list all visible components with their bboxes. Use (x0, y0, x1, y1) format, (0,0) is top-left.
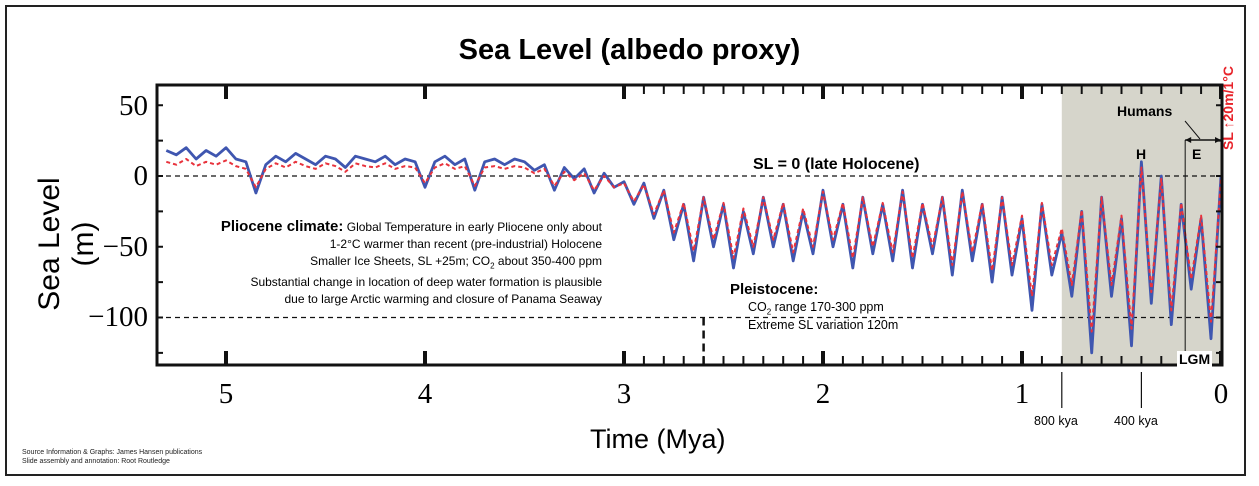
pliocene-annotation: Pliocene climate: Global Temperature in … (185, 218, 602, 308)
blue-series-line (165, 146, 1223, 355)
pliocene-line: 2 (490, 261, 495, 271)
pleistocene-heading: Pleistocene: (730, 281, 819, 298)
humans-pointer (1184, 120, 1201, 140)
pleistocene-co2: CO2 range 170-300 ppm (748, 300, 884, 317)
pliocene-line: Global Temperature in early Pliocene onl… (346, 220, 602, 234)
lgm-label: LGM (1177, 351, 1213, 367)
co2-sub: 2 (766, 307, 772, 317)
co2-text: CO (748, 300, 767, 314)
pliocene-line: 1-2°C warmer than recent (pre-industrial… (329, 237, 602, 251)
chart-title: Sea Level (albedo proxy) (458, 34, 801, 66)
sl-ratio-label: SL ↑20m/1°C (1220, 66, 1236, 150)
x-tick-label: 2 (815, 378, 831, 410)
source-credits: Source Information & Graphs: James Hanse… (22, 448, 202, 466)
kya-800-label: 800 kya (1034, 414, 1078, 428)
pliocene-line: about 350-400 ppm (494, 254, 602, 268)
y-tick-label: 0 (133, 160, 149, 192)
pliocene-heading: Pliocene climate: (220, 218, 344, 235)
y-tick-label: 50 (119, 90, 148, 122)
y-tick-label: −50 (102, 231, 148, 263)
pliocene-line: due to large Arctic warming and closure … (284, 292, 602, 307)
plot-frame (155, 83, 1224, 367)
pliocene-line: Smaller Ice Sheets, SL +25m; CO (310, 254, 491, 268)
sl-zero-label: SL = 0 (late Holocene) (753, 156, 920, 173)
shaded-region (1061, 85, 1221, 365)
kya-400-label: 400 kya (1114, 414, 1158, 428)
e-label: E (1192, 146, 1202, 162)
source-line: Source Information & Graphs: James Hanse… (22, 449, 203, 456)
x-tick-label: 5 (218, 378, 234, 410)
x-tick-label: 0 (1213, 378, 1229, 410)
x-axis-label: Time (Mya) (590, 424, 726, 454)
source-line: Slide assembly and annotation: Root Rout… (22, 458, 170, 465)
pleistocene-sl: Extreme SL variation 120m (748, 318, 899, 332)
x-tick-label: 1 (1014, 378, 1030, 410)
humans-label: Humans (1117, 103, 1173, 119)
pliocene-line: Substantial change in location of deep w… (250, 275, 602, 290)
red-series-line (166, 158, 1222, 333)
x-tick-label: 3 (616, 378, 632, 410)
h-label: H (1136, 146, 1147, 162)
slide-frame (5, 5, 1246, 476)
y-tick-label: −100 (88, 301, 148, 333)
x-tick-label: 4 (417, 378, 433, 410)
co2-range: range 170-300 ppm (771, 300, 884, 314)
